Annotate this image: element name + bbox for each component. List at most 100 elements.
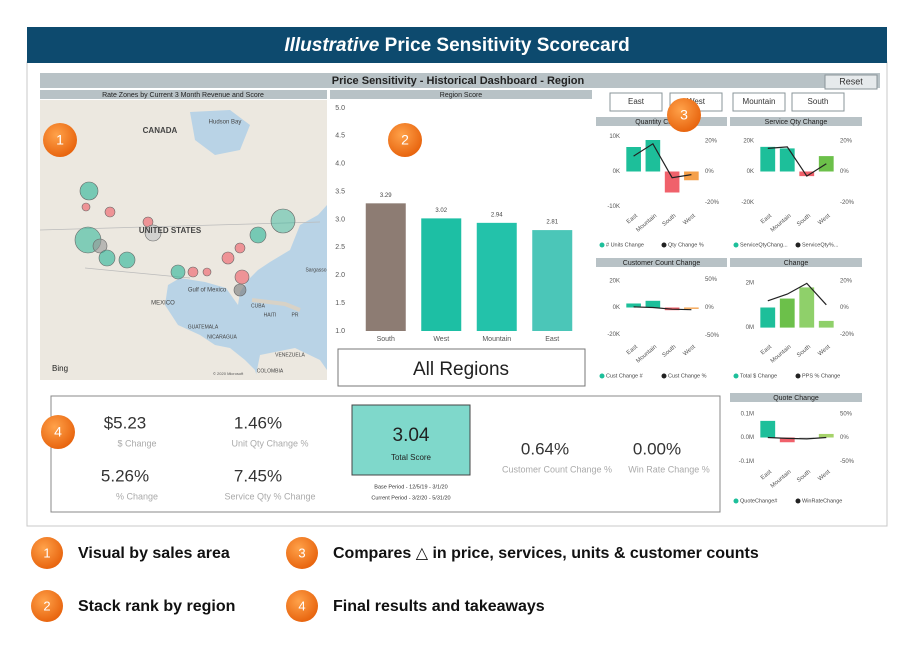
y-tick-label: 0K xyxy=(613,305,620,311)
x-tick-label: West xyxy=(433,336,449,343)
badge xyxy=(667,98,701,132)
bar xyxy=(684,171,699,181)
legend-text: Compares △ in price, services, units & c… xyxy=(333,545,759,562)
kpi-value: 0.64% xyxy=(521,439,569,458)
y-tick-label: 5.0 xyxy=(335,105,345,112)
bar xyxy=(818,320,834,328)
legend-dot xyxy=(795,498,801,504)
filter-button[interactable] xyxy=(609,92,663,112)
map-bubbles xyxy=(74,181,296,297)
kpi-label: Customer Count Change % xyxy=(502,464,612,474)
filter-button[interactable] xyxy=(791,92,845,112)
map-copyright: © 2020 Microsoft xyxy=(213,371,244,376)
y-tick-label: 20K xyxy=(609,278,620,284)
bubble xyxy=(79,181,99,201)
region-title-bar xyxy=(330,90,592,99)
y-tick-label: 0.0M xyxy=(741,435,754,441)
kpi-value: 1.46% xyxy=(234,413,282,432)
base-period: Base Period - 12/5/19 - 3/1/20 xyxy=(374,484,447,490)
bubble xyxy=(144,224,162,242)
legend-dot xyxy=(795,242,801,248)
line xyxy=(767,282,827,306)
map-label: COLOMBIA xyxy=(257,368,284,374)
legend-label: Cust Change % xyxy=(668,373,707,379)
value-label: 2.81 xyxy=(546,220,558,226)
bar xyxy=(626,303,641,308)
bar xyxy=(760,307,776,328)
region-title: Region Score xyxy=(440,92,483,99)
value-label: 3.02 xyxy=(435,208,447,214)
map-label: HAITI xyxy=(264,312,277,318)
map-label: Hudson Bay xyxy=(209,120,242,126)
bubble xyxy=(104,206,116,218)
map-label: GUATEMALA xyxy=(188,324,219,330)
kpi-value: 5.26% xyxy=(101,466,149,485)
bar xyxy=(532,230,573,331)
y2-tick-label: -50% xyxy=(705,333,720,339)
map-label: CANADA xyxy=(143,126,178,135)
all-regions[interactable]: All Regions xyxy=(413,359,509,380)
legend-dot xyxy=(733,373,739,379)
bubble xyxy=(98,249,116,267)
bar xyxy=(799,287,815,328)
filter-label[interactable]: West xyxy=(687,97,706,106)
mini-title: Customer Count Change xyxy=(623,260,701,267)
y-tick-label: 0K xyxy=(613,169,620,175)
y2-tick-label: -20% xyxy=(840,200,855,206)
filter-label[interactable]: South xyxy=(808,97,829,106)
bubble xyxy=(234,269,250,285)
bubble xyxy=(81,202,91,212)
y2-tick-label: 50% xyxy=(705,277,718,283)
map-label: MEXICO xyxy=(151,301,175,307)
bubble xyxy=(202,267,212,277)
cuba xyxy=(251,298,301,312)
y2-tick-label: -20% xyxy=(705,200,720,206)
bar xyxy=(421,218,462,331)
legend-label: PPS % Change xyxy=(802,373,840,379)
reset-button[interactable] xyxy=(824,74,878,90)
bar xyxy=(779,298,795,328)
line xyxy=(633,142,692,179)
filter-label[interactable]: Mountain xyxy=(743,97,776,106)
map-label: NICARAGUA xyxy=(207,334,237,340)
x-tick-label: South xyxy=(377,336,395,343)
legend-label: Cust Change # xyxy=(606,373,644,379)
bing-logo: Bing xyxy=(52,364,68,373)
bubble xyxy=(92,238,108,254)
y-tick-label: 2.0 xyxy=(335,272,345,279)
dashboard-title: Price Sensitivity - Historical Dashboard… xyxy=(332,75,585,87)
filter-label[interactable]: East xyxy=(628,97,645,106)
bar xyxy=(626,147,641,172)
quote-title-bar xyxy=(730,393,862,402)
legend-label: ServiceQtyChang... xyxy=(740,242,788,248)
map-label: PR xyxy=(292,312,299,318)
y2-tick-label: 0% xyxy=(705,305,714,311)
south-america xyxy=(255,348,327,380)
legend-text: Visual by sales area xyxy=(78,545,230,562)
map-label: Sargasso xyxy=(305,267,326,273)
map-label: VENEZUELA xyxy=(275,352,305,358)
legend-dot xyxy=(599,242,605,248)
line xyxy=(767,436,827,440)
kpi-label: Unit Qty Change % xyxy=(231,438,308,448)
badge xyxy=(41,415,75,449)
all-regions-box[interactable] xyxy=(337,348,586,387)
badge-number: 3 xyxy=(680,107,688,123)
bar xyxy=(645,140,661,172)
legend-badge-number: 3 xyxy=(298,545,305,560)
map-label: Gulf of Mexico xyxy=(188,288,227,294)
legend-label: ServiceQty%... xyxy=(802,242,839,248)
y-tick-label: 10K xyxy=(609,134,620,140)
legend-dot xyxy=(733,498,739,504)
mini-title-bar xyxy=(596,117,727,126)
y2-tick-label: 20% xyxy=(840,278,853,284)
legend-label: Total $ Change xyxy=(740,373,777,379)
filter-button[interactable] xyxy=(732,92,786,112)
y-tick-label: 3.0 xyxy=(335,216,345,223)
reset-label[interactable]: Reset xyxy=(839,76,863,86)
total-score-label: Total Score xyxy=(391,453,432,462)
header-bar xyxy=(27,27,887,63)
mini-title-bar xyxy=(596,258,727,267)
y2-tick-label: 0% xyxy=(840,435,849,441)
